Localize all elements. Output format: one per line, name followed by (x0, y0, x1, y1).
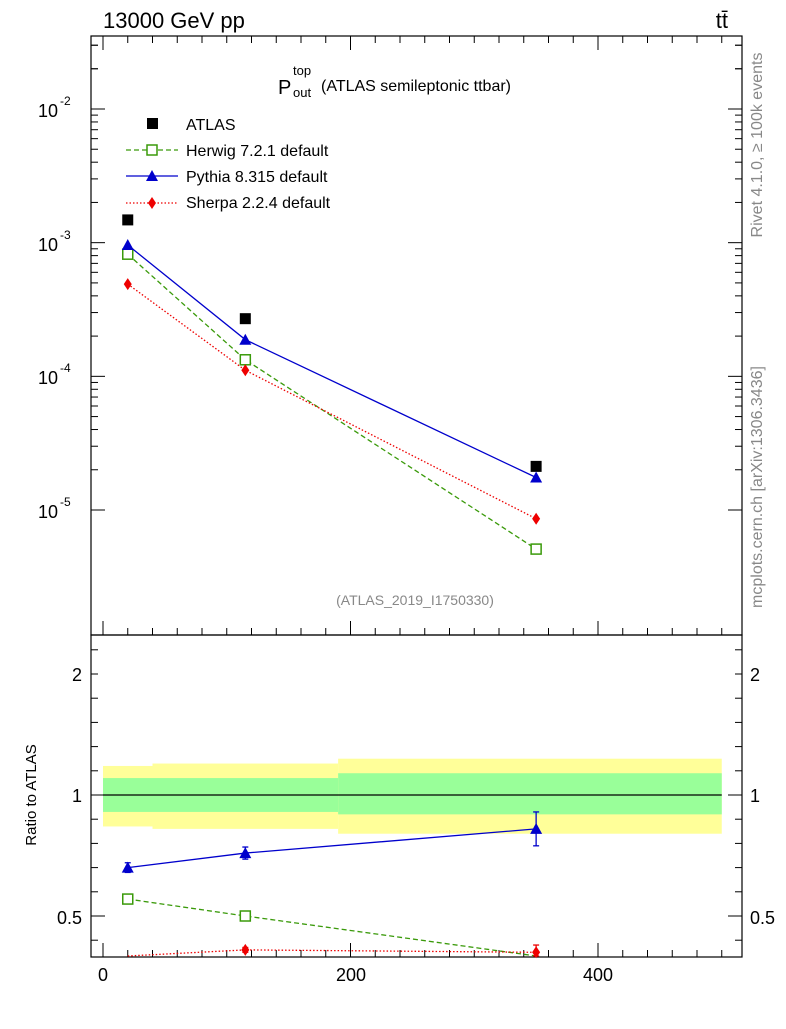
ratio-tick-0-5-left: 0.5 (57, 908, 82, 928)
process-label: tt̄ (716, 8, 728, 33)
mcplots-label: mcplots.cern.ch [arXiv:1306.3436] (749, 366, 766, 608)
title-superscript: top (293, 63, 311, 78)
y-tick-exponent: -3 (60, 228, 71, 242)
main-y-tick-labels: 10 -2 10 -3 10 -4 10 -5 (38, 94, 71, 522)
analysis-watermark: (ATLAS_2019_I1750330) (336, 592, 494, 608)
ratio-tick-2-right: 2 (750, 665, 760, 685)
ratio-line-pythia (127, 828, 537, 869)
axis-ticks (91, 36, 742, 957)
ratio-tick-2-left: 2 (72, 665, 82, 685)
legend-label-herwig: Herwig 7.2.1 default (186, 143, 329, 160)
main-point-pythia-0 (121, 239, 134, 251)
main-point-sherpa-1 (241, 364, 250, 377)
legend: ATLAS Herwig 7.2.1 default Pythia 8.315 … (126, 117, 331, 212)
y-tick-base: 10 (38, 368, 58, 388)
ratio-tick-1-left: 1 (72, 786, 82, 806)
title-rest: (ATLAS semileptonic ttbar) (321, 78, 511, 95)
plot-title: P top out (ATLAS semileptonic ttbar) (278, 63, 511, 100)
main-line-herwig (127, 253, 537, 550)
band-inner-2 (338, 773, 722, 815)
ratio-point-pythia-1 (239, 847, 252, 859)
rivet-version-label: Rivet 4.1.0, ≥ 100k events (749, 53, 766, 238)
y-tick-base: 10 (38, 235, 58, 255)
main-point-sherpa-2 (532, 512, 541, 525)
ratio-tick-1-right: 1 (750, 786, 760, 806)
legend-label-sherpa: Sherpa 2.2.4 default (186, 195, 331, 212)
ratio-point-sherpa-2 (532, 946, 541, 959)
ratio-data-marks (121, 811, 543, 959)
title-main: P (278, 77, 291, 99)
ratio-point-pythia-0 (121, 861, 134, 873)
x-tick-200: 200 (336, 965, 366, 985)
ratio-line-sherpa (127, 949, 537, 957)
x-tick-labels: 0 200 400 (98, 965, 613, 985)
y-tick-label-1e-3: 10 -3 (38, 228, 71, 255)
ratio-point-sherpa-1 (241, 943, 250, 956)
main-point-atlas-2 (530, 460, 542, 472)
legend-marker-atlas (147, 118, 158, 129)
main-point-atlas-0 (122, 214, 134, 226)
x-tick-400: 400 (583, 965, 613, 985)
ratio-panel-frame (90, 634, 743, 958)
main-point-herwig-1 (239, 354, 252, 366)
ratio-y-axis-label: Ratio to ATLAS (23, 744, 40, 845)
y-tick-exponent: -2 (60, 94, 71, 108)
y-tick-label-1e-4: 10 -4 (38, 361, 71, 388)
legend-label-atlas: ATLAS (186, 117, 236, 134)
main-data-marks (121, 214, 543, 555)
title-subscript: out (293, 85, 311, 100)
legend-label-pythia: Pythia 8.315 default (186, 169, 328, 186)
y-tick-base: 10 (38, 101, 58, 121)
energy-label: 13000 GeV pp (103, 8, 245, 33)
legend-marker-herwig (146, 144, 158, 156)
main-point-herwig-2 (530, 543, 542, 555)
main-point-sherpa-0 (123, 278, 132, 291)
y-tick-base: 10 (38, 502, 58, 522)
x-tick-0: 0 (98, 965, 108, 985)
main-line-sherpa (127, 283, 537, 520)
ratio-point-pythia-2 (530, 822, 543, 834)
ratio-point-herwig-1 (239, 910, 252, 922)
y-tick-label-1e-2: 10 -2 (38, 94, 71, 121)
legend-marker-sherpa (148, 197, 156, 209)
legend-marker-pythia (146, 170, 158, 181)
main-line-pythia (127, 244, 537, 479)
ratio-point-herwig-0 (122, 893, 134, 905)
main-point-herwig-0 (122, 248, 134, 260)
ratio-uncertainty-bands (103, 758, 722, 834)
main-point-pythia-2 (530, 471, 543, 483)
ratio-tick-0-5-right: 0.5 (750, 908, 775, 928)
y-tick-exponent: -5 (60, 495, 71, 509)
main-point-atlas-1 (239, 313, 251, 325)
ratio-y-tick-labels: 0.5 1 2 0.5 1 2 (57, 665, 775, 928)
y-tick-exponent: -4 (60, 361, 71, 375)
main-point-pythia-1 (239, 333, 252, 345)
y-tick-label-1e-5: 10 -5 (38, 495, 71, 522)
ratio-line-herwig (127, 898, 537, 957)
